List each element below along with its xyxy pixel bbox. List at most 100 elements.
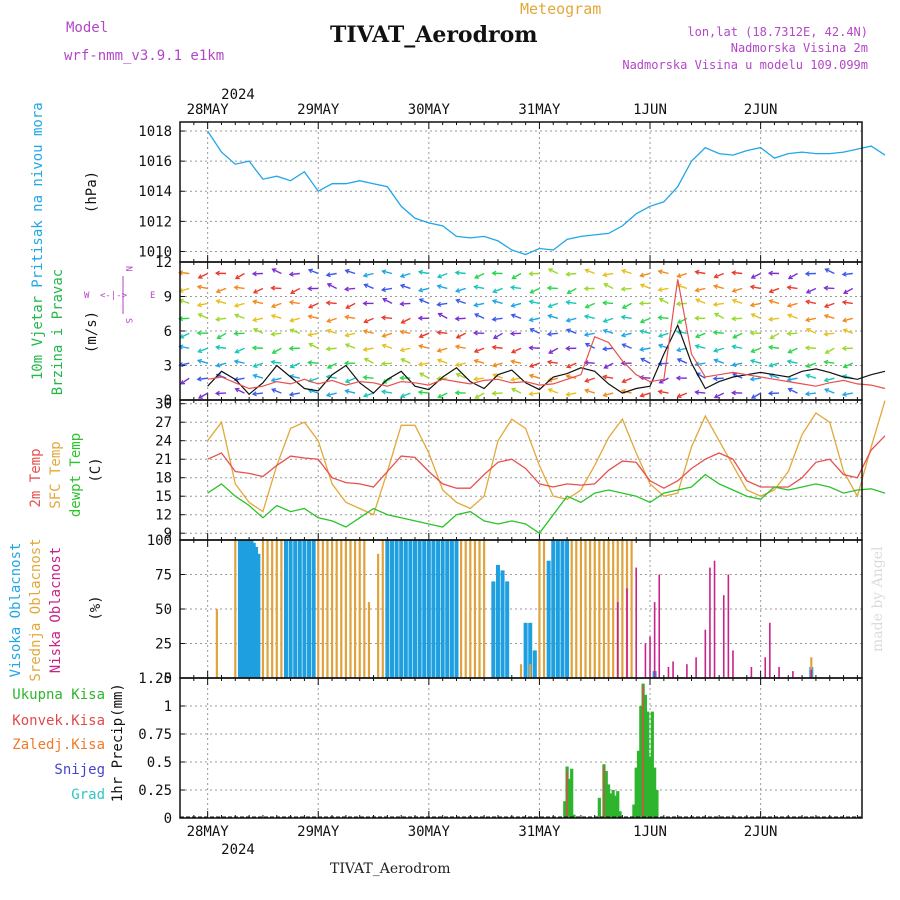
precip-bar bbox=[572, 814, 576, 818]
cloud-bar bbox=[542, 540, 546, 678]
wind-label-1: 10m Vjetar bbox=[30, 296, 46, 380]
legend-frozen-rain: Zaledj.Kisa bbox=[12, 737, 105, 753]
wind-arrow-head bbox=[436, 273, 443, 279]
wind-arrow-head bbox=[271, 349, 277, 354]
wind-arrow-head bbox=[196, 284, 202, 290]
wind-arrow bbox=[751, 347, 761, 353]
wind-arrow bbox=[290, 328, 301, 334]
wind-unit: (m/s) bbox=[84, 311, 100, 353]
precip-bar bbox=[648, 756, 652, 818]
y-tick-label: 15 bbox=[155, 489, 172, 505]
wind-arrow-head bbox=[308, 303, 314, 309]
wind-arrow-head bbox=[307, 285, 313, 292]
wind-arrow-head bbox=[382, 378, 388, 384]
wind-arrow bbox=[511, 388, 522, 394]
wind-arrow-head bbox=[566, 363, 572, 369]
wind-arrow bbox=[788, 272, 798, 280]
precip-bar bbox=[613, 795, 618, 818]
wind-arrow-head bbox=[270, 285, 276, 291]
y-tick-label: 0 bbox=[164, 811, 172, 827]
cloud-bar bbox=[266, 540, 269, 678]
cloud-bar bbox=[234, 540, 237, 678]
wind-arrow-head bbox=[399, 283, 405, 289]
cloud-bar bbox=[546, 560, 551, 678]
wind-arrow bbox=[197, 302, 208, 307]
cloud-bar bbox=[215, 609, 218, 678]
wind-arrow bbox=[732, 299, 743, 305]
wind-arrow bbox=[364, 317, 374, 323]
cloud-bar bbox=[422, 540, 427, 678]
wind-arrow-head bbox=[768, 288, 774, 294]
day-label-bottom: 31MAY bbox=[518, 824, 561, 840]
wind-arrow-head bbox=[308, 342, 314, 348]
cloud-bar bbox=[551, 540, 556, 678]
wind-arrow bbox=[492, 287, 503, 293]
wind-arrow-head bbox=[787, 387, 793, 393]
wind-arrow-head bbox=[362, 329, 368, 335]
wind-arrow-head bbox=[344, 388, 350, 394]
wind-arrow-head bbox=[675, 375, 681, 381]
wind-arrow bbox=[364, 357, 374, 364]
wind-arrow-head bbox=[639, 329, 645, 335]
wind-arrow bbox=[842, 392, 853, 396]
wind-arrow-head bbox=[510, 387, 517, 393]
wind-arrow-head bbox=[215, 344, 221, 350]
wind-arrow-head bbox=[436, 358, 442, 364]
wind-arrow-head bbox=[804, 271, 810, 277]
cloud-bar bbox=[598, 540, 601, 678]
cloud-bar bbox=[635, 567, 638, 678]
wind-arrow bbox=[217, 332, 227, 339]
wind-arrow bbox=[235, 347, 245, 354]
wind-arrow bbox=[825, 268, 835, 275]
wind-arrow bbox=[474, 313, 485, 319]
wind-arrow-head bbox=[196, 376, 202, 382]
wind-arrow bbox=[198, 392, 208, 399]
cloud-bar bbox=[658, 574, 661, 678]
wind-arrow-head bbox=[547, 268, 553, 273]
wind-arrow-head bbox=[344, 343, 350, 348]
wind-arrow-head bbox=[363, 318, 369, 324]
wind-arrow bbox=[787, 377, 798, 381]
wind-arrow bbox=[363, 347, 374, 351]
wind-arrow bbox=[327, 283, 337, 290]
cloud-bar bbox=[249, 540, 254, 678]
wind-arrow-head bbox=[417, 287, 424, 293]
wind-arrow-head bbox=[288, 345, 294, 351]
wind-arrow-head bbox=[343, 360, 349, 366]
wind-arrow-head bbox=[603, 283, 609, 288]
wind-arrow-head bbox=[472, 330, 478, 336]
y-tick-label: 30 bbox=[155, 397, 172, 413]
wind-arrow-head bbox=[380, 361, 386, 367]
wind-arrow-head bbox=[215, 288, 221, 294]
cloud-bar bbox=[672, 661, 674, 678]
cloud-bar bbox=[459, 540, 463, 678]
wind-arrow-head bbox=[694, 343, 700, 349]
wind-arrow-head bbox=[491, 362, 497, 368]
day-label-bottom: 30MAY bbox=[408, 824, 451, 840]
wind-arrow bbox=[529, 392, 540, 395]
wind-arrow bbox=[529, 317, 540, 321]
cloud-bar bbox=[426, 540, 431, 678]
y-tick-label: 9 bbox=[164, 290, 172, 306]
wind-arrow bbox=[456, 299, 466, 305]
wind-arrow bbox=[345, 332, 356, 337]
wind-arrow-head bbox=[473, 284, 479, 290]
sfc-temp-line bbox=[207, 400, 886, 516]
temp-2m-label: 2m Temp bbox=[28, 448, 44, 507]
wind-arrow bbox=[548, 268, 559, 275]
wind-arrow bbox=[437, 377, 448, 380]
wind-arrow bbox=[750, 359, 761, 364]
wind-arrow bbox=[805, 300, 817, 305]
wind-arrow-head bbox=[639, 318, 645, 324]
wind-arrow bbox=[179, 287, 190, 293]
precip-bar bbox=[563, 801, 567, 818]
wind-arrow-head bbox=[436, 330, 442, 336]
wind-arrow-head bbox=[713, 312, 720, 318]
wind-arrow-head bbox=[639, 392, 645, 398]
wind-arrow bbox=[713, 285, 724, 290]
wind-arrow bbox=[842, 317, 853, 322]
wind-arrow bbox=[787, 360, 798, 364]
wind-arrow-head bbox=[823, 285, 829, 291]
wind-arrow bbox=[271, 388, 282, 394]
